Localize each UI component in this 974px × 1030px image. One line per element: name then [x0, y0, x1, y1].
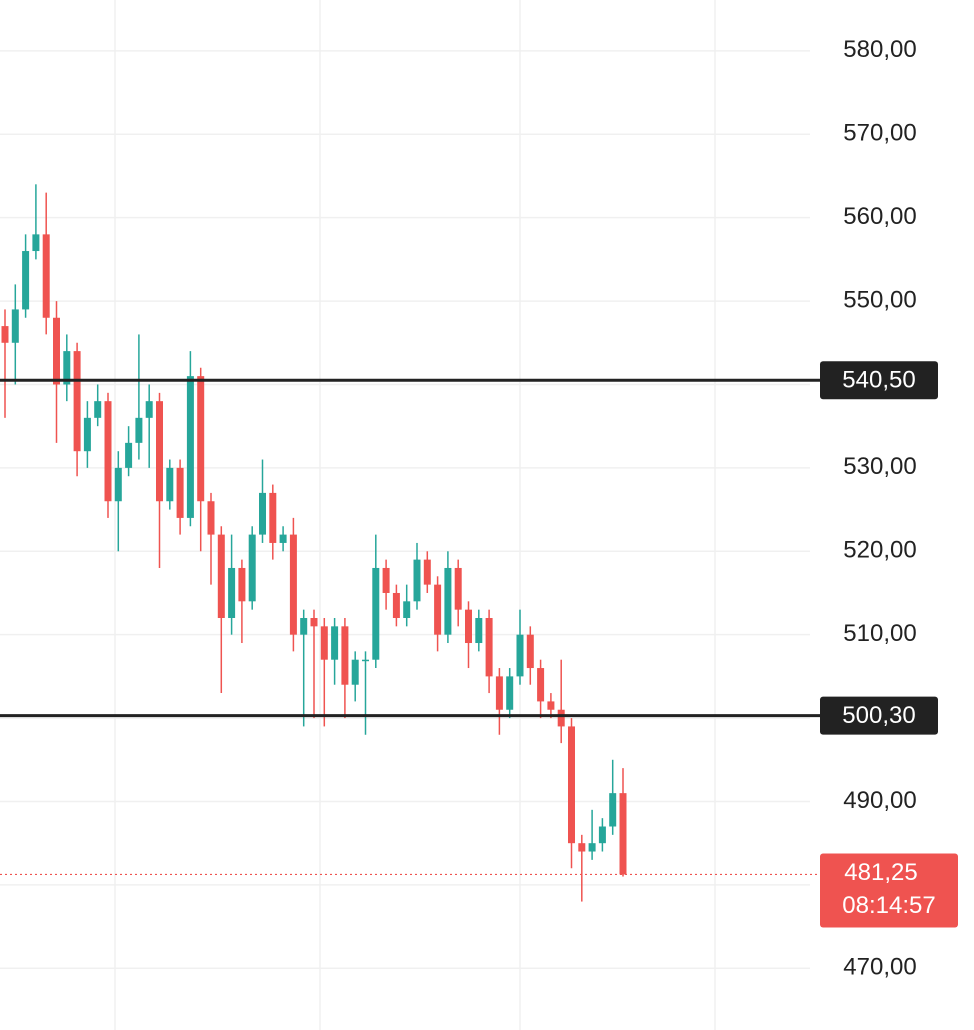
candle-body [609, 793, 617, 827]
y-tick-label: 570,00 [843, 120, 916, 147]
candle-body [619, 793, 627, 875]
level-label: 500,30 [842, 702, 915, 729]
level-label-box [820, 361, 938, 400]
candle-body [32, 234, 40, 252]
candle-body [588, 843, 596, 852]
candle-body [166, 467, 174, 502]
candle-body [248, 534, 256, 602]
candle-body [207, 501, 215, 535]
level-label: 540,50 [842, 367, 915, 394]
candle-body [114, 467, 122, 502]
candle-body [475, 618, 483, 644]
y-tick-label: 560,00 [843, 203, 916, 230]
y-tick-label: 510,00 [843, 620, 916, 647]
candle-body [351, 659, 359, 685]
last-price-box [820, 853, 958, 928]
candle-body [454, 567, 462, 610]
y-tick-label: 530,00 [843, 453, 916, 480]
candle-body [465, 609, 472, 644]
candle-body [42, 234, 50, 318]
y-tick-label: 490,00 [843, 787, 916, 814]
candle-body [22, 251, 30, 310]
candle-body [382, 567, 390, 593]
candle-body [94, 401, 102, 418]
candle-body [176, 467, 184, 518]
candle-body [259, 492, 266, 535]
candle-body [83, 417, 91, 452]
candle-body [125, 442, 133, 468]
candle-body [372, 567, 380, 660]
countdown-label: 08:14:57 [842, 892, 935, 919]
candle-body [63, 351, 71, 385]
y-tick-label: 550,00 [843, 286, 916, 313]
candle-body [547, 701, 555, 710]
last-price-label: 481,25 [844, 859, 917, 886]
candle-body [320, 626, 328, 660]
y-tick-label: 470,00 [843, 954, 916, 981]
candle-body [11, 309, 19, 343]
candle-body [156, 401, 163, 502]
candle-body [1, 326, 9, 343]
candle-body [104, 401, 112, 502]
candle-body [289, 534, 297, 635]
candle-body [557, 709, 565, 727]
candle-body [300, 618, 308, 635]
vertical-grid [114, 0, 716, 1030]
candle-body [537, 668, 545, 702]
candle-body [238, 567, 246, 602]
candle-body [279, 534, 287, 543]
candle-body [568, 726, 575, 844]
candle-body [145, 401, 153, 418]
candle-body [269, 492, 277, 543]
candle-body [392, 592, 400, 618]
candle-body [495, 676, 503, 710]
candle-body [578, 843, 586, 852]
y-tick-label: 520,00 [843, 537, 916, 564]
candle-body [506, 676, 514, 710]
candle-body [228, 567, 236, 618]
candle-body [413, 559, 421, 602]
candle-body [516, 634, 524, 677]
level-label-box [820, 696, 938, 735]
candle-body [485, 618, 493, 677]
candle-body [444, 567, 452, 635]
candle-body [362, 659, 369, 662]
candle-body [598, 826, 606, 844]
y-tick-label: 580,00 [843, 36, 916, 63]
candle-body [53, 317, 60, 385]
candle-body [73, 351, 81, 452]
candle-body [526, 634, 534, 669]
candle-body [186, 376, 194, 518]
candle-body [403, 601, 411, 618]
candle-body [331, 626, 339, 660]
candle-body [135, 417, 143, 443]
candle-body [341, 626, 349, 685]
candle-body [217, 534, 225, 618]
candle-body [197, 376, 205, 502]
candle-body [310, 618, 318, 627]
candle-body [423, 559, 431, 585]
candle-body [434, 584, 442, 635]
